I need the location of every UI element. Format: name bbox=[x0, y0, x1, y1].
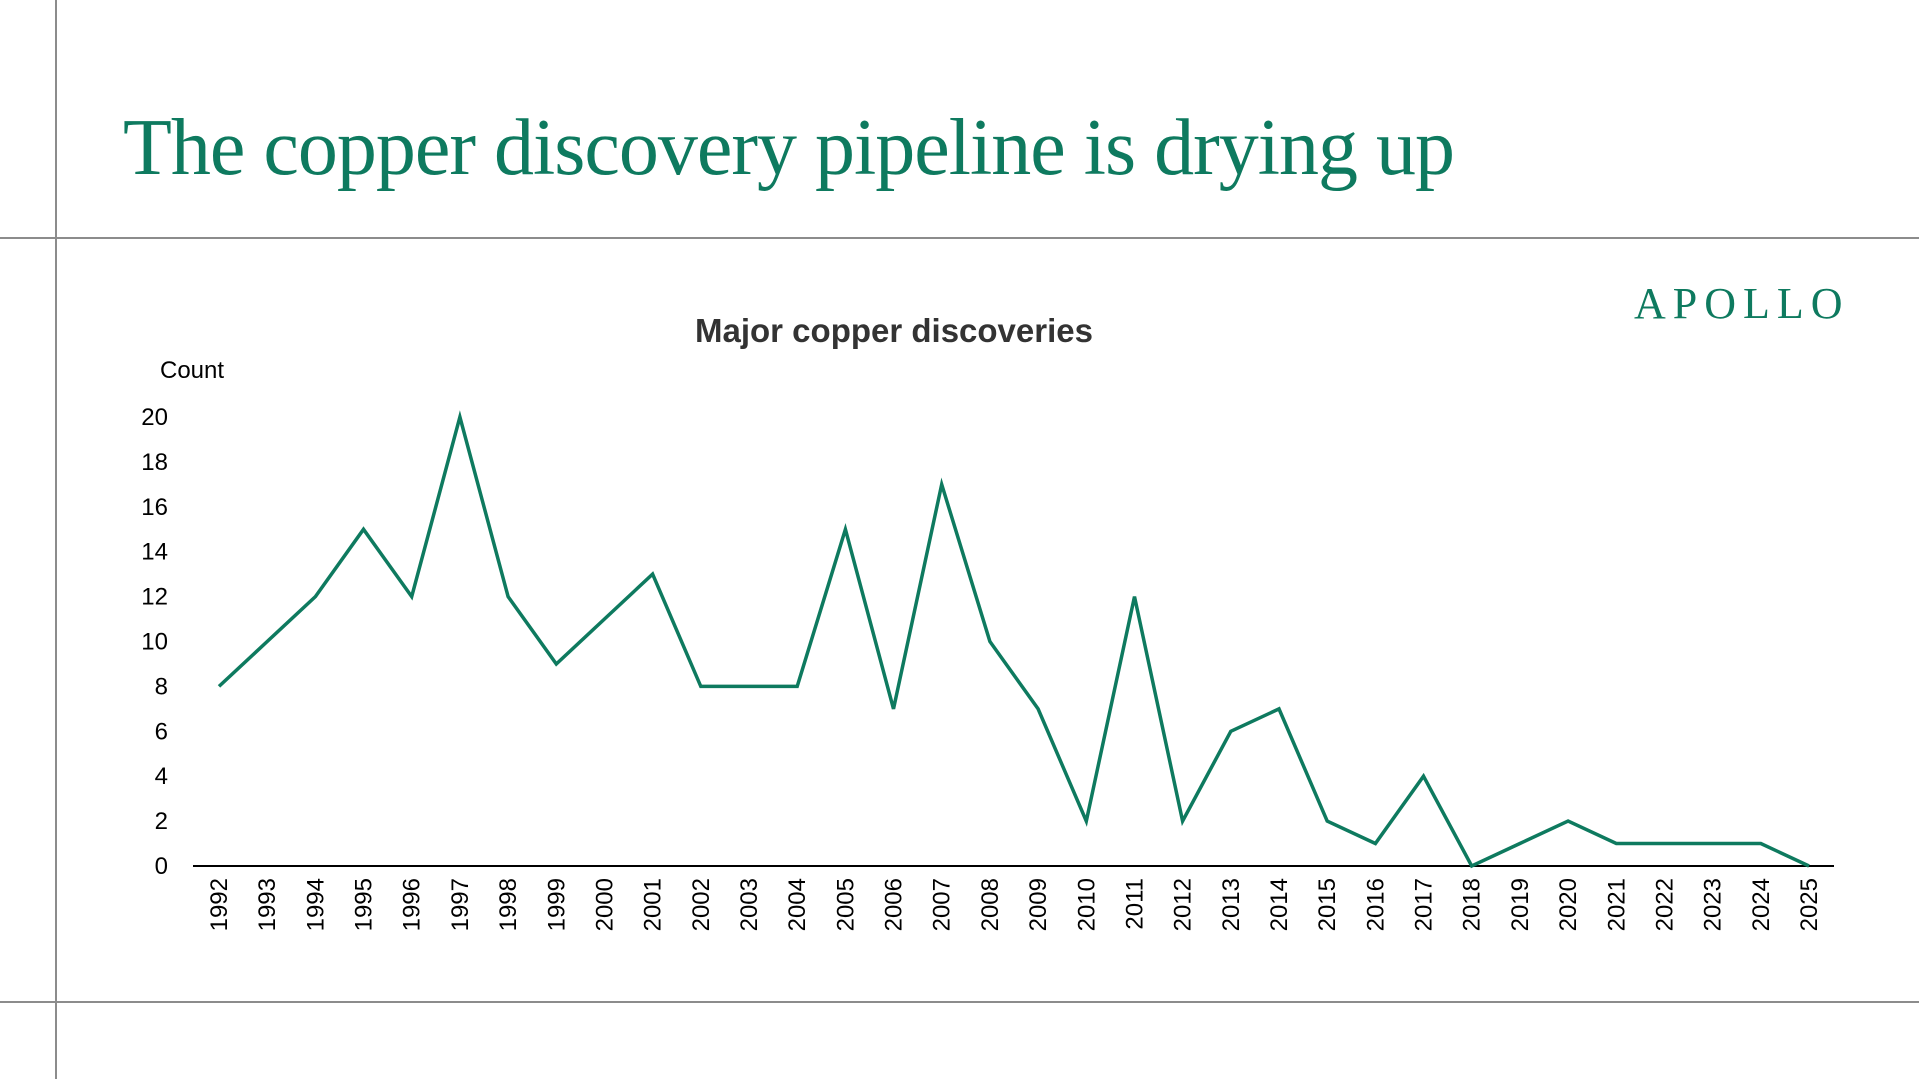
footer-divider bbox=[0, 1001, 1919, 1003]
x-tick-label: 2011 bbox=[1121, 878, 1148, 930]
x-tick-label: 2018 bbox=[1459, 878, 1486, 931]
x-tick-label: 2007 bbox=[929, 878, 956, 931]
y-tick-label: 0 bbox=[155, 853, 168, 880]
x-tick-label: 1997 bbox=[447, 878, 474, 931]
x-tick-label: 2006 bbox=[881, 878, 908, 931]
x-tick-label: 1999 bbox=[543, 878, 570, 931]
x-tick-label: 2012 bbox=[1170, 878, 1197, 931]
y-tick-label: 18 bbox=[141, 449, 168, 476]
x-tick-label: 2008 bbox=[977, 878, 1004, 931]
header-divider bbox=[0, 237, 1919, 239]
y-tick-label: 20 bbox=[141, 404, 168, 431]
x-tick-label: 1993 bbox=[254, 878, 281, 931]
y-tick-label: 10 bbox=[141, 629, 168, 656]
x-tick-label: 2009 bbox=[1025, 878, 1052, 931]
y-tick-label: 12 bbox=[141, 584, 168, 611]
x-tick-label: 2025 bbox=[1796, 878, 1823, 931]
x-tick-label: 2001 bbox=[640, 878, 667, 931]
x-tick-label: 1996 bbox=[399, 878, 426, 931]
x-tick-label: 1995 bbox=[351, 878, 378, 931]
y-axis-ticks: 0 2 4 6 8 10 12 14 16 18 20 bbox=[141, 404, 168, 880]
y-axis-label: Count bbox=[160, 357, 224, 384]
vertical-divider bbox=[55, 0, 57, 1079]
chart-title: Major copper discoveries bbox=[695, 312, 1093, 349]
x-tick-label: 2017 bbox=[1411, 878, 1438, 931]
y-tick-label: 8 bbox=[155, 673, 168, 700]
x-tick-label: 2015 bbox=[1314, 878, 1341, 931]
x-tick-label: 2014 bbox=[1266, 878, 1293, 931]
y-tick-label: 6 bbox=[155, 718, 168, 745]
x-tick-label: 2010 bbox=[1073, 878, 1100, 931]
x-tick-label: 1998 bbox=[495, 878, 522, 931]
y-tick-label: 16 bbox=[141, 494, 168, 521]
x-tick-label: 2023 bbox=[1700, 878, 1727, 931]
x-tick-label: 2000 bbox=[591, 878, 618, 931]
x-tick-label: 1994 bbox=[302, 878, 329, 931]
x-axis-ticks: 1992 1993 1994 1995 1996 1997 1998 1999 2000 2001… bbox=[206, 878, 1823, 931]
x-tick-label: 2005 bbox=[832, 878, 859, 931]
x-tick-label: 2002 bbox=[688, 878, 715, 931]
series-line bbox=[217, 410, 1810, 869]
y-tick-label: 4 bbox=[155, 763, 168, 790]
x-tick-label: 2003 bbox=[736, 878, 763, 931]
x-tick-label: 2016 bbox=[1362, 878, 1389, 931]
x-tick-label: 2021 bbox=[1603, 878, 1630, 931]
x-tick-label: 2020 bbox=[1555, 878, 1582, 931]
apollo-logo: APOLLO bbox=[1634, 279, 1850, 328]
x-tick-label: 2004 bbox=[784, 878, 811, 931]
x-tick-label: 2024 bbox=[1748, 878, 1775, 931]
y-tick-label: 2 bbox=[155, 808, 168, 835]
y-tick-label: 14 bbox=[141, 539, 168, 566]
x-tick-label: 2013 bbox=[1218, 878, 1245, 931]
x-tick-label: 2022 bbox=[1651, 878, 1678, 931]
x-tick-label: 1992 bbox=[206, 878, 233, 931]
page-headline: The copper discovery pipeline is drying … bbox=[123, 104, 1455, 192]
x-tick-label: 2019 bbox=[1507, 878, 1534, 931]
